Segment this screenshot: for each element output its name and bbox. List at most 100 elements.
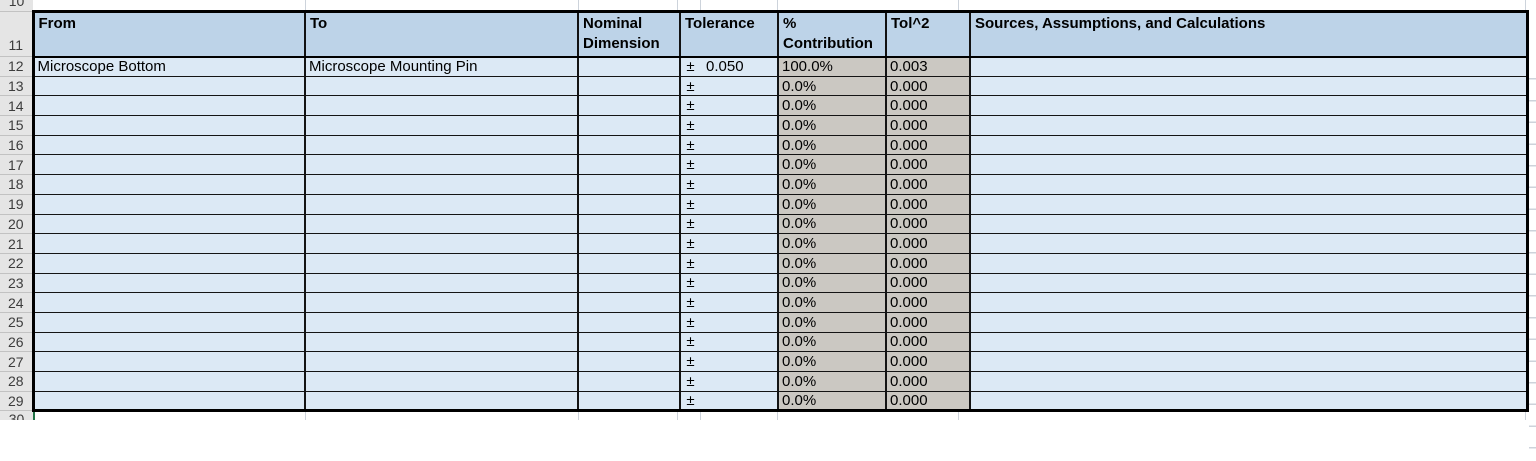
cell-percent-contribution[interactable]: 0.0% — [777, 95, 886, 117]
row-number[interactable]: 11 — [0, 11, 33, 57]
row-number[interactable]: 30 — [0, 410, 33, 421]
cell-tol-squared[interactable]: 0.000 — [885, 332, 970, 353]
cell-nominal-dimension[interactable] — [577, 332, 680, 353]
cell-tol-squared[interactable]: 0.000 — [885, 154, 970, 176]
cell-to[interactable] — [304, 214, 578, 235]
cell-tol-squared[interactable]: 0.000 — [885, 253, 970, 274]
cell-sources[interactable] — [969, 312, 1529, 333]
cell-percent-contribution[interactable]: 0.0% — [777, 214, 886, 235]
cell-nominal-dimension[interactable] — [577, 115, 680, 136]
cell-percent-contribution[interactable]: 0.0% — [777, 115, 886, 136]
cell-nominal-dimension[interactable] — [577, 194, 680, 215]
cell-tol-squared[interactable]: 0.000 — [885, 95, 970, 117]
cell-nominal-dimension[interactable] — [577, 391, 680, 412]
cell-from[interactable] — [31, 292, 305, 313]
cell-to[interactable] — [304, 135, 578, 156]
cell-from[interactable] — [31, 233, 305, 254]
cell-tol-squared[interactable]: 0.000 — [885, 292, 970, 313]
cell-plus-minus[interactable]: ± — [679, 292, 700, 313]
cell-percent-contribution[interactable]: 0.0% — [777, 76, 886, 97]
row-number[interactable]: 15 — [0, 115, 33, 136]
cell-tol-squared[interactable]: 0.000 — [885, 273, 970, 294]
cell-nominal-dimension[interactable] — [577, 371, 680, 392]
cell-from[interactable] — [31, 174, 305, 195]
row-number[interactable]: 28 — [0, 371, 33, 392]
cell-tol-squared[interactable]: 0.000 — [885, 76, 970, 97]
row-number[interactable]: 24 — [0, 292, 33, 313]
cell-from[interactable]: Microscope Bottom — [31, 56, 305, 77]
row-number[interactable]: 29 — [0, 391, 33, 412]
cell-tol-squared[interactable]: 0.000 — [885, 135, 970, 156]
cell-to[interactable] — [304, 371, 578, 392]
cell-to[interactable] — [304, 95, 578, 117]
row-number[interactable]: 12 — [0, 56, 33, 77]
empty-sheet-row[interactable] — [33, 409, 1527, 421]
cell-tol-squared[interactable]: 0.000 — [885, 391, 970, 412]
header-tolerance[interactable]: Tolerance — [679, 10, 778, 58]
cell-to[interactable] — [304, 76, 578, 97]
cell-from[interactable] — [31, 76, 305, 97]
cell-from[interactable] — [31, 312, 305, 333]
cell-percent-contribution[interactable]: 0.0% — [777, 194, 886, 215]
cell-from[interactable] — [31, 115, 305, 136]
cell-sources[interactable] — [969, 273, 1529, 294]
cell-nominal-dimension[interactable] — [577, 273, 680, 294]
row-number[interactable]: 26 — [0, 332, 33, 353]
row-number[interactable]: 22 — [0, 253, 33, 274]
cell-plus-minus[interactable]: ± — [679, 332, 700, 353]
header-nominal-dimension[interactable]: Nominal Dimension — [577, 10, 680, 58]
cell-percent-contribution[interactable]: 0.0% — [777, 332, 886, 353]
cell-to[interactable] — [304, 253, 578, 274]
row-number[interactable]: 21 — [0, 233, 33, 254]
cell-tolerance-value[interactable] — [700, 351, 778, 372]
cell-to[interactable] — [304, 273, 578, 294]
row-number[interactable]: 13 — [0, 76, 33, 97]
cell-to[interactable] — [304, 174, 578, 195]
cell-percent-contribution[interactable]: 0.0% — [777, 253, 886, 274]
cell-to[interactable] — [304, 351, 578, 372]
cell-to[interactable] — [304, 194, 578, 215]
cell-sources[interactable] — [969, 391, 1529, 412]
cell-nominal-dimension[interactable] — [577, 95, 680, 117]
cell-from[interactable] — [31, 95, 305, 117]
row-number[interactable]: 20 — [0, 214, 33, 235]
cell-plus-minus[interactable]: ± — [679, 95, 700, 117]
cell-nominal-dimension[interactable] — [577, 56, 680, 77]
cell-percent-contribution[interactable]: 0.0% — [777, 154, 886, 176]
cell-from[interactable] — [31, 332, 305, 353]
cell-tolerance-value[interactable] — [700, 194, 778, 215]
cell-tolerance-value[interactable] — [700, 292, 778, 313]
cell-plus-minus[interactable]: ± — [679, 253, 700, 274]
cell-nominal-dimension[interactable] — [577, 135, 680, 156]
cell-plus-minus[interactable]: ± — [679, 312, 700, 333]
row-number[interactable]: 17 — [0, 154, 33, 176]
row-number[interactable]: 16 — [0, 135, 33, 156]
cell-tolerance-value[interactable] — [700, 135, 778, 156]
cell-nominal-dimension[interactable] — [577, 154, 680, 176]
cell-tol-squared[interactable]: 0.000 — [885, 194, 970, 215]
cell-percent-contribution[interactable]: 0.0% — [777, 174, 886, 195]
row-number[interactable]: 27 — [0, 351, 33, 372]
row-number[interactable]: 25 — [0, 312, 33, 333]
cell-sources[interactable] — [969, 253, 1529, 274]
cell-tolerance-value[interactable] — [700, 115, 778, 136]
cell-to[interactable] — [304, 115, 578, 136]
cell-nominal-dimension[interactable] — [577, 292, 680, 313]
cell-sources[interactable] — [969, 351, 1529, 372]
row-number[interactable]: 23 — [0, 273, 33, 294]
row-number[interactable]: 10 — [0, 0, 33, 12]
cell-nominal-dimension[interactable] — [577, 312, 680, 333]
cell-plus-minus[interactable]: ± — [679, 174, 700, 195]
cell-percent-contribution[interactable]: 0.0% — [777, 391, 886, 412]
cell-tolerance-value[interactable] — [700, 371, 778, 392]
cell-tolerance-value[interactable]: 0.050 — [700, 56, 778, 77]
header-to[interactable]: To — [304, 10, 578, 58]
cell-plus-minus[interactable]: ± — [679, 233, 700, 254]
cell-sources[interactable] — [969, 115, 1529, 136]
cell-sources[interactable] — [969, 371, 1529, 392]
cell-from[interactable] — [31, 154, 305, 176]
cell-tol-squared[interactable]: 0.000 — [885, 174, 970, 195]
cell-tol-squared[interactable]: 0.000 — [885, 351, 970, 372]
cell-from[interactable] — [31, 194, 305, 215]
cell-plus-minus[interactable]: ± — [679, 351, 700, 372]
